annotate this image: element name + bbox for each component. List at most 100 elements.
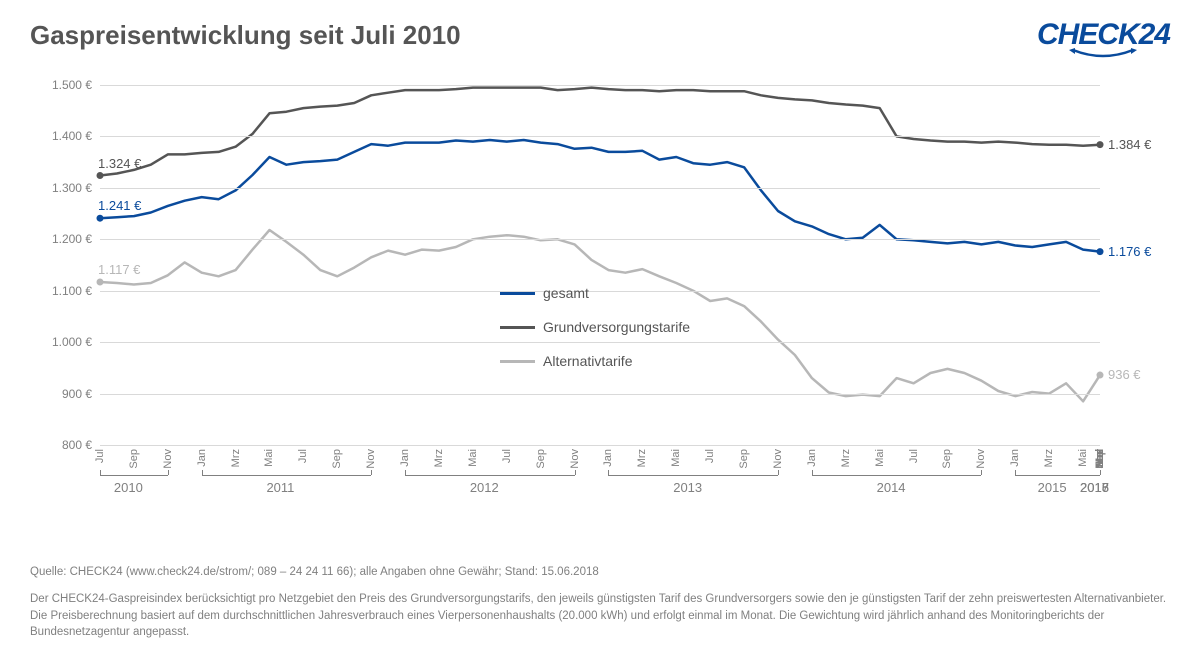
gridline [100, 188, 1100, 189]
legend-line-icon [500, 292, 535, 295]
x-month-label: Mai [467, 449, 479, 467]
footer-source: Quelle: CHECK24 (www.check24.de/strom/; … [30, 564, 1170, 581]
x-month-label: Nov [162, 449, 174, 469]
x-month-label: Nov [772, 449, 784, 469]
page-title: Gaspreisentwicklung seit Juli 2010 [30, 20, 461, 51]
x-month-label: Jan [806, 449, 818, 467]
x-year-label: 2011 [266, 480, 294, 495]
year-bracket [608, 475, 777, 476]
x-year-label: 2014 [877, 480, 906, 495]
series-line-gesamt [100, 140, 1100, 252]
plot-area: 1.241 €1.176 €1.324 €1.384 €1.117 €936 € [100, 85, 1100, 445]
logo-text: CHECK24 [1037, 18, 1170, 51]
y-tick-label: 1.100 € [52, 284, 92, 298]
chart-container: Gaspreisentwicklung seit Juli 2010 CHECK… [0, 0, 1200, 659]
year-bracket [812, 475, 981, 476]
year-bracket-tick [575, 470, 576, 475]
year-bracket-tick [608, 470, 609, 475]
x-month-label: Mrz [1043, 449, 1055, 467]
x-month-label: Jan [1009, 449, 1021, 467]
x-month-label: Mai [1077, 449, 1089, 467]
x-month-label: Mrz [636, 449, 648, 467]
series-start-label: 1.324 € [98, 156, 141, 171]
x-month-label: Mrz [230, 449, 242, 467]
y-axis: 800 €900 €1.000 €1.100 €1.200 €1.300 €1.… [30, 85, 100, 445]
y-tick-label: 1.400 € [52, 129, 92, 143]
series-endpoint-dot [97, 172, 104, 179]
year-bracket [202, 475, 371, 476]
x-year-label: 2013 [673, 480, 702, 495]
y-tick-label: 1.000 € [52, 335, 92, 349]
x-month-label: Jul [908, 449, 920, 463]
legend-item: Grundversorgungstarife [500, 319, 690, 335]
gridline [100, 445, 1100, 446]
x-month-label: Sep [331, 449, 343, 469]
x-month-label: Sep [128, 449, 140, 469]
brand-logo: CHECK24 [1037, 20, 1170, 60]
x-month-label: Mrz [433, 449, 445, 467]
x-month-label: Mai [263, 449, 275, 467]
series-endpoint-dot [1097, 372, 1104, 379]
x-year-label: 2018 [1080, 480, 1109, 495]
legend-item: Alternativtarife [500, 353, 690, 369]
legend-label: Grundversorgungstarife [543, 319, 690, 335]
year-bracket [1015, 475, 1100, 476]
chart-area: 800 € 900 € 1.000 € 1.100 € 1.200 € 1.300 € 1.… [30, 75, 1170, 515]
x-month-label: Jan [196, 449, 208, 467]
footer-note: Der CHECK24-Gaspreisindex berücksichtigt… [30, 591, 1170, 641]
series-end-label: 1.384 € [1108, 137, 1151, 152]
year-bracket-tick [405, 470, 406, 475]
x-month-label: Jul [501, 449, 513, 463]
series-line-Grundversorgungstarife [100, 88, 1100, 176]
series-start-label: 1.241 € [98, 198, 141, 213]
x-month-label: Mai [670, 449, 682, 467]
legend-label: Alternativtarife [543, 353, 632, 369]
series-endpoint-dot [97, 278, 104, 285]
x-month-label: Nov [569, 449, 581, 469]
y-tick-label: 1.500 € [52, 78, 92, 92]
x-month-label: Sep [738, 449, 750, 469]
x-month-label: Jan [399, 449, 411, 467]
y-tick-label: 1.200 € [52, 232, 92, 246]
legend-line-icon [500, 326, 535, 329]
series-endpoint-dot [1097, 141, 1104, 148]
x-month-label: Jan [602, 449, 614, 467]
x-month-label: Nov [975, 449, 987, 469]
year-bracket-tick [202, 470, 203, 475]
x-month-label: Mai [874, 449, 886, 467]
year-bracket-tick [812, 470, 813, 475]
x-year-label: 2012 [470, 480, 499, 495]
x-month-label: Jul [297, 449, 309, 463]
series-endpoint-dot [1097, 248, 1104, 255]
x-month-label: Jul [94, 449, 106, 463]
year-bracket-tick [371, 470, 372, 475]
year-bracket-tick [100, 470, 101, 475]
gridline [100, 136, 1100, 137]
x-month-label: Mai [1094, 449, 1106, 467]
header: Gaspreisentwicklung seit Juli 2010 CHECK… [30, 20, 1170, 60]
legend-line-icon [500, 360, 535, 363]
series-start-label: 1.117 € [98, 262, 140, 277]
footer: Quelle: CHECK24 (www.check24.de/strom/; … [30, 564, 1170, 641]
y-tick-label: 900 € [62, 387, 92, 401]
series-endpoint-dot [97, 215, 104, 222]
x-year-label: 2015 [1038, 480, 1067, 495]
series-end-label: 936 € [1108, 367, 1141, 382]
chart-svg [100, 85, 1100, 445]
x-month-label: Sep [535, 449, 547, 469]
series-end-label: 1.176 € [1108, 244, 1151, 259]
legend: gesamt Grundversorgungstarife Alternativta… [500, 285, 690, 387]
gridline [100, 85, 1100, 86]
year-bracket-tick [168, 470, 169, 475]
year-bracket [405, 475, 574, 476]
y-tick-label: 800 € [62, 438, 92, 452]
legend-label: gesamt [543, 285, 589, 301]
year-bracket-tick [1015, 470, 1016, 475]
x-month-label: Mrz [840, 449, 852, 467]
year-bracket-tick [981, 470, 982, 475]
y-tick-label: 1.300 € [52, 181, 92, 195]
x-year-label: 2010 [114, 480, 143, 495]
year-bracket-tick [778, 470, 779, 475]
x-month-label: Nov [365, 449, 377, 469]
year-bracket-tick [1100, 470, 1101, 475]
